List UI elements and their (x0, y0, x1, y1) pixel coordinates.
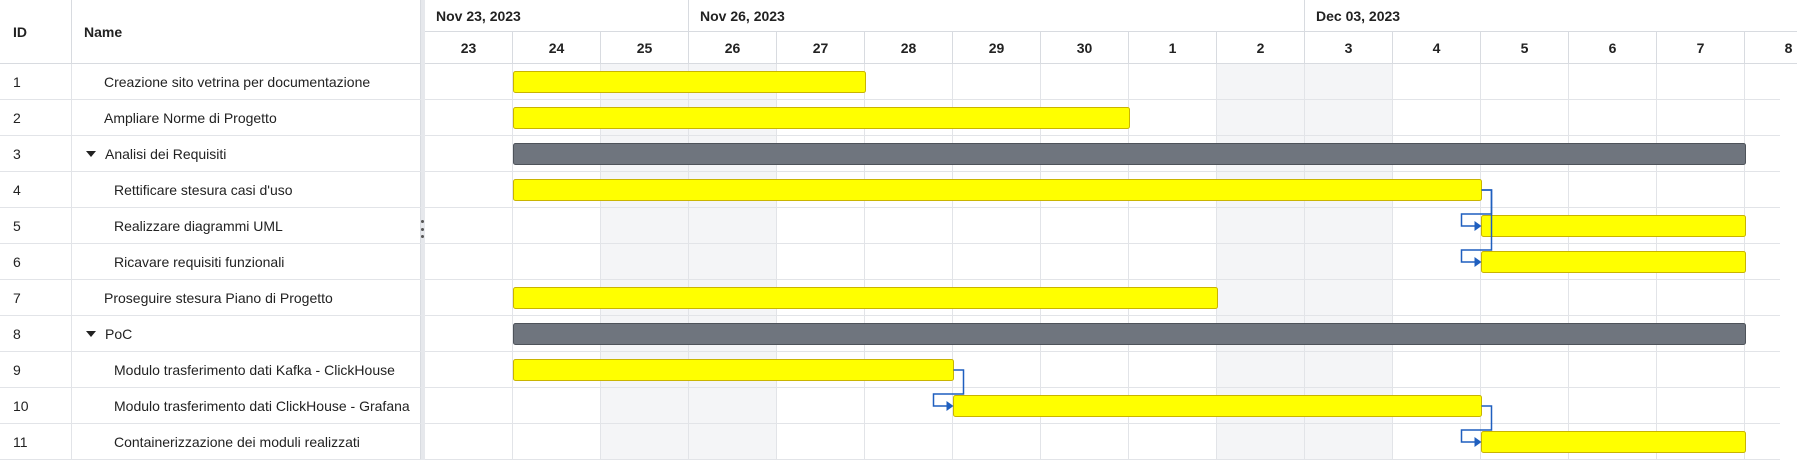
task-bar[interactable] (513, 179, 1482, 201)
task-id: 2 (0, 100, 72, 135)
task-name-cell: Rettificare stesura casi d'uso (72, 172, 417, 207)
task-name: Modulo trasferimento dati ClickHouse - G… (114, 397, 410, 414)
day-header: 23 (425, 32, 513, 64)
day-header: 25 (601, 32, 689, 64)
task-bar[interactable] (513, 107, 1130, 129)
task-name-cell: Ricavare requisiti funzionali (72, 244, 417, 279)
column-header-name[interactable]: Name (84, 23, 123, 40)
project-bar[interactable] (513, 143, 1746, 165)
day-header: 7 (1657, 32, 1745, 64)
task-row-7[interactable]: 7 Proseguire stesura Piano di Progetto (0, 280, 421, 316)
day-header: 3 (1305, 32, 1393, 64)
task-bar[interactable] (1481, 215, 1746, 237)
task-bar[interactable] (513, 287, 1218, 309)
task-id: 1 (0, 64, 72, 99)
task-name: Containerizzazione dei moduli realizzati (114, 433, 360, 450)
weekend-column (689, 64, 777, 460)
task-row-8[interactable]: 8 PoC (0, 316, 421, 352)
day-header: 4 (1393, 32, 1481, 64)
task-id: 6 (0, 244, 72, 279)
day-header: 1 (1129, 32, 1217, 64)
task-id: 7 (0, 280, 72, 315)
weekend-column (1217, 64, 1305, 460)
task-name: Realizzare diagrammi UML (114, 217, 283, 234)
dependency-link[interactable] (1460, 189, 1493, 263)
task-name: Proseguire stesura Piano di Progetto (104, 289, 333, 306)
task-id: 8 (0, 316, 72, 351)
day-header: 26 (689, 32, 777, 64)
task-id: 11 (0, 424, 72, 459)
task-name-cell: Ampliare Norme di Progetto (72, 100, 417, 135)
task-id: 5 (0, 208, 72, 243)
task-name: Ricavare requisiti funzionali (114, 253, 285, 270)
day-header: 2 (1217, 32, 1305, 64)
month-header: Nov 26, 2023 (689, 0, 1305, 32)
collapse-caret-icon[interactable] (86, 330, 96, 337)
task-name-cell: Realizzare diagrammi UML (72, 208, 417, 243)
month-header: Nov 23, 2023 (425, 0, 689, 32)
task-name: Modulo trasferimento dati Kafka - ClickH… (114, 361, 395, 378)
task-row-9[interactable]: 9 Modulo trasferimento dati Kafka - Click… (0, 352, 421, 388)
gantt-chart: Nov 23, 2023 Nov 26, 2023 Dec 03, 2023 23 24… (425, 0, 1797, 460)
weekend-column (1305, 64, 1393, 460)
task-id: 9 (0, 352, 72, 387)
task-row-6[interactable]: 6 Ricavare requisiti funzionali (0, 244, 421, 280)
task-row-1[interactable]: 1 Creazione sito vetrina per documentazio… (0, 64, 421, 100)
task-id: 4 (0, 172, 72, 207)
task-id: 10 (0, 388, 72, 423)
day-header: 27 (777, 32, 865, 64)
task-name-cell: Modulo trasferimento dati ClickHouse - G… (72, 388, 417, 423)
task-grid: ID Name 1 Creazione sito vetrina per docu… (0, 0, 421, 460)
day-header: 6 (1569, 32, 1657, 64)
project-bar[interactable] (513, 323, 1746, 345)
task-name-cell: Creazione sito vetrina per documentazion… (72, 64, 417, 99)
task-name: Ampliare Norme di Progetto (104, 109, 277, 126)
task-name-cell: Analisi dei Requisiti (72, 136, 417, 171)
task-name-cell: Containerizzazione dei moduli realizzati (72, 424, 417, 459)
task-name: Rettificare stesura casi d'uso (114, 181, 293, 198)
task-bar[interactable] (513, 71, 866, 93)
link-arrow-icon (946, 401, 954, 411)
link-arrow-icon (1474, 221, 1482, 231)
task-name-cell: Modulo trasferimento dati Kafka - ClickH… (72, 352, 417, 387)
task-row-2[interactable]: 2 Ampliare Norme di Progetto (0, 100, 421, 136)
day-header: 5 (1481, 32, 1569, 64)
task-bar[interactable] (513, 359, 954, 381)
task-bar[interactable] (1481, 431, 1746, 453)
dependency-link[interactable] (932, 369, 965, 407)
task-row-3[interactable]: 3 Analisi dei Requisiti (0, 136, 421, 172)
task-row-5[interactable]: 5 Realizzare diagrammi UML (0, 208, 421, 244)
day-header: 8 (1745, 32, 1797, 64)
column-header-id[interactable]: ID (0, 0, 72, 63)
day-header: 28 (865, 32, 953, 64)
task-name: Analisi dei Requisiti (105, 145, 227, 162)
task-id: 3 (0, 136, 72, 171)
link-arrow-icon (1474, 257, 1482, 267)
month-header: Dec 03, 2023 (1305, 0, 1797, 32)
day-header: 30 (1041, 32, 1129, 64)
dependency-link[interactable] (1460, 405, 1493, 443)
task-name-cell: Proseguire stesura Piano di Progetto (72, 280, 417, 315)
task-name-cell: PoC (72, 316, 417, 351)
day-header: 24 (513, 32, 601, 64)
task-row-4[interactable]: 4 Rettificare stesura casi d'uso (0, 172, 421, 208)
task-bar[interactable] (1481, 251, 1746, 273)
day-header: 29 (953, 32, 1041, 64)
task-name: PoC (105, 325, 133, 342)
task-row-11[interactable]: 11 Containerizzazione dei moduli realizza… (0, 424, 421, 460)
weekend-column (601, 64, 689, 460)
task-name: Creazione sito vetrina per documentazion… (104, 73, 371, 90)
link-arrow-icon (1474, 437, 1482, 447)
collapse-caret-icon[interactable] (86, 150, 96, 157)
task-row-10[interactable]: 10 Modulo trasferimento dati ClickHouse -… (0, 388, 421, 424)
grid-header: ID Name (0, 0, 421, 64)
splitter-grip-icon[interactable] (420, 220, 424, 238)
task-bar[interactable] (953, 395, 1482, 417)
gantt-bars-area (425, 64, 1780, 460)
